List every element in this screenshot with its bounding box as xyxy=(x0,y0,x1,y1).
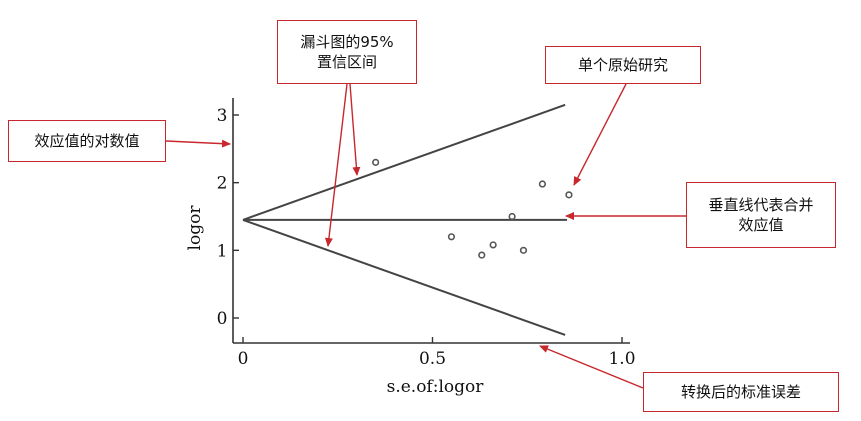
funnel-upper-limit xyxy=(242,103,566,221)
y-tick-label: 2 xyxy=(217,174,228,194)
x-tick-label: 1.0 xyxy=(608,349,635,369)
study-point xyxy=(508,212,516,221)
annotation-arrows xyxy=(165,83,686,389)
study-point xyxy=(565,191,573,199)
pooled-line1: 垂直线代表合并 xyxy=(708,196,814,214)
x-tick-label: 0.5 xyxy=(419,349,446,369)
study-point xyxy=(372,158,380,166)
funnel-ci-line2: 置信区间 xyxy=(316,53,377,71)
y-tick-label: 1 xyxy=(217,241,228,261)
x-axis-label: s.e.of:logor xyxy=(387,377,485,397)
arrow-ci-upper xyxy=(349,83,361,176)
y-tick-label: 0 xyxy=(217,309,228,329)
study-point xyxy=(538,180,547,188)
se-annotation: 转换后的标准误差 xyxy=(643,372,839,412)
axis-ticks: 0 1 2 3 0 0.5 1.0 xyxy=(217,106,636,369)
funnel-ci-line1: 漏斗图的95% xyxy=(300,33,394,51)
study-point xyxy=(478,251,486,259)
log-effect-annotation: 效应值的对数值 xyxy=(8,120,166,162)
funnel-ci-annotation: 漏斗图的95% 置信区间 xyxy=(277,20,417,84)
single-study-text: 单个原始研究 xyxy=(577,56,668,74)
y-tick-label: 3 xyxy=(217,106,228,126)
study-point xyxy=(489,241,497,249)
pooled-line2: 效应值 xyxy=(738,216,784,234)
se-text: 转换后的标准误差 xyxy=(680,383,801,401)
pooled-effect-annotation: 垂直线代表合并 效应值 xyxy=(686,182,836,248)
y-axis-label: logor xyxy=(185,205,205,251)
study-point xyxy=(447,233,456,241)
study-point xyxy=(519,246,528,254)
arrow-se xyxy=(539,345,644,389)
arrow-log-effect xyxy=(165,139,231,148)
x-tick-label: 0 xyxy=(238,349,249,369)
study-points xyxy=(372,158,573,259)
arrow-single-study xyxy=(573,83,627,186)
single-study-annotation: 单个原始研究 xyxy=(545,46,701,84)
arrow-ci-lower xyxy=(324,83,348,247)
log-effect-text: 效应值的对数值 xyxy=(34,132,140,150)
funnel-lower-limit xyxy=(242,218,566,336)
